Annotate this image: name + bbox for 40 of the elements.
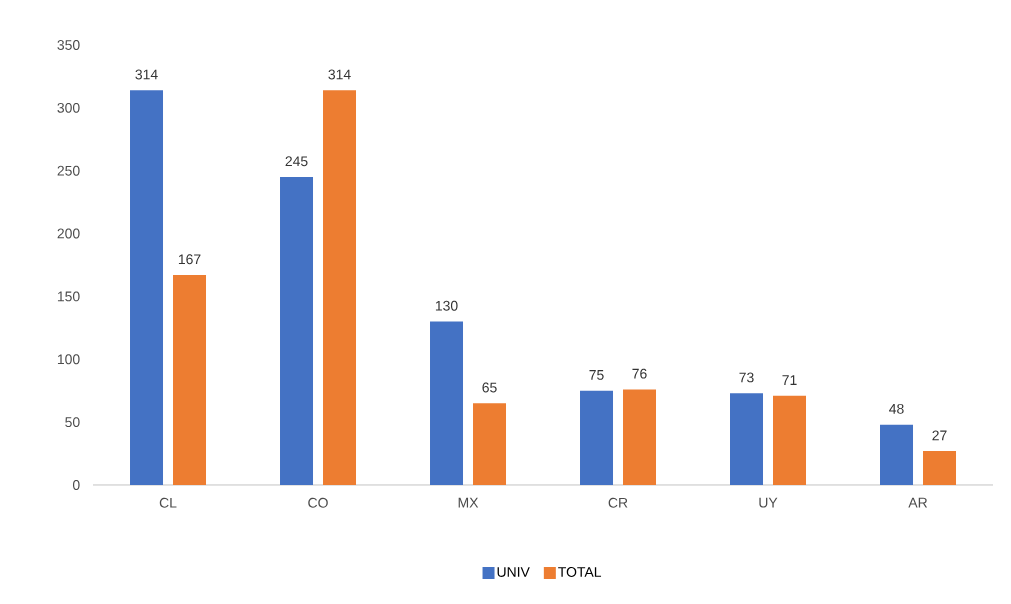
data-label: 48 (889, 403, 904, 414)
y-tick-label: 0 (72, 480, 80, 490)
y-tick-label: 50 (65, 417, 80, 428)
bar (430, 321, 464, 485)
data-label: 167 (178, 254, 201, 265)
x-tick-label: MX (458, 497, 479, 508)
x-tick-label: CR (608, 497, 628, 508)
x-tick-label: CO (308, 497, 328, 508)
bar (623, 389, 657, 485)
y-tick-label: 350 (57, 40, 80, 50)
data-label: 65 (482, 382, 497, 393)
data-label: 76 (632, 368, 647, 379)
data-label: 73 (739, 372, 754, 383)
bar (880, 424, 914, 485)
data-label: 71 (782, 375, 797, 385)
data-label: 75 (589, 370, 604, 380)
data-label: 130 (435, 300, 458, 311)
y-tick-label: 100 (57, 354, 80, 365)
bar (923, 451, 957, 485)
data-label: 314 (328, 69, 351, 80)
legend-label: UNIV (497, 567, 530, 577)
data-label: 27 (932, 430, 947, 441)
bar (280, 176, 314, 485)
x-tick-label: UY (759, 497, 778, 508)
bar (580, 390, 614, 485)
bar (773, 395, 807, 485)
data-label: 314 (135, 69, 158, 80)
y-tick-label: 250 (57, 165, 80, 176)
legend-label: TOTAL (558, 567, 602, 577)
bar (473, 403, 507, 485)
y-tick-label: 300 (57, 102, 80, 113)
data-label: 245 (285, 156, 308, 167)
bar (730, 393, 764, 485)
x-tick-label: AR (908, 497, 928, 508)
bar (173, 275, 207, 485)
y-tick-label: 200 (57, 228, 80, 239)
bar (130, 90, 164, 485)
bar (323, 90, 357, 485)
y-tick-label: 150 (57, 291, 80, 302)
x-tick-label: CL (159, 497, 177, 508)
